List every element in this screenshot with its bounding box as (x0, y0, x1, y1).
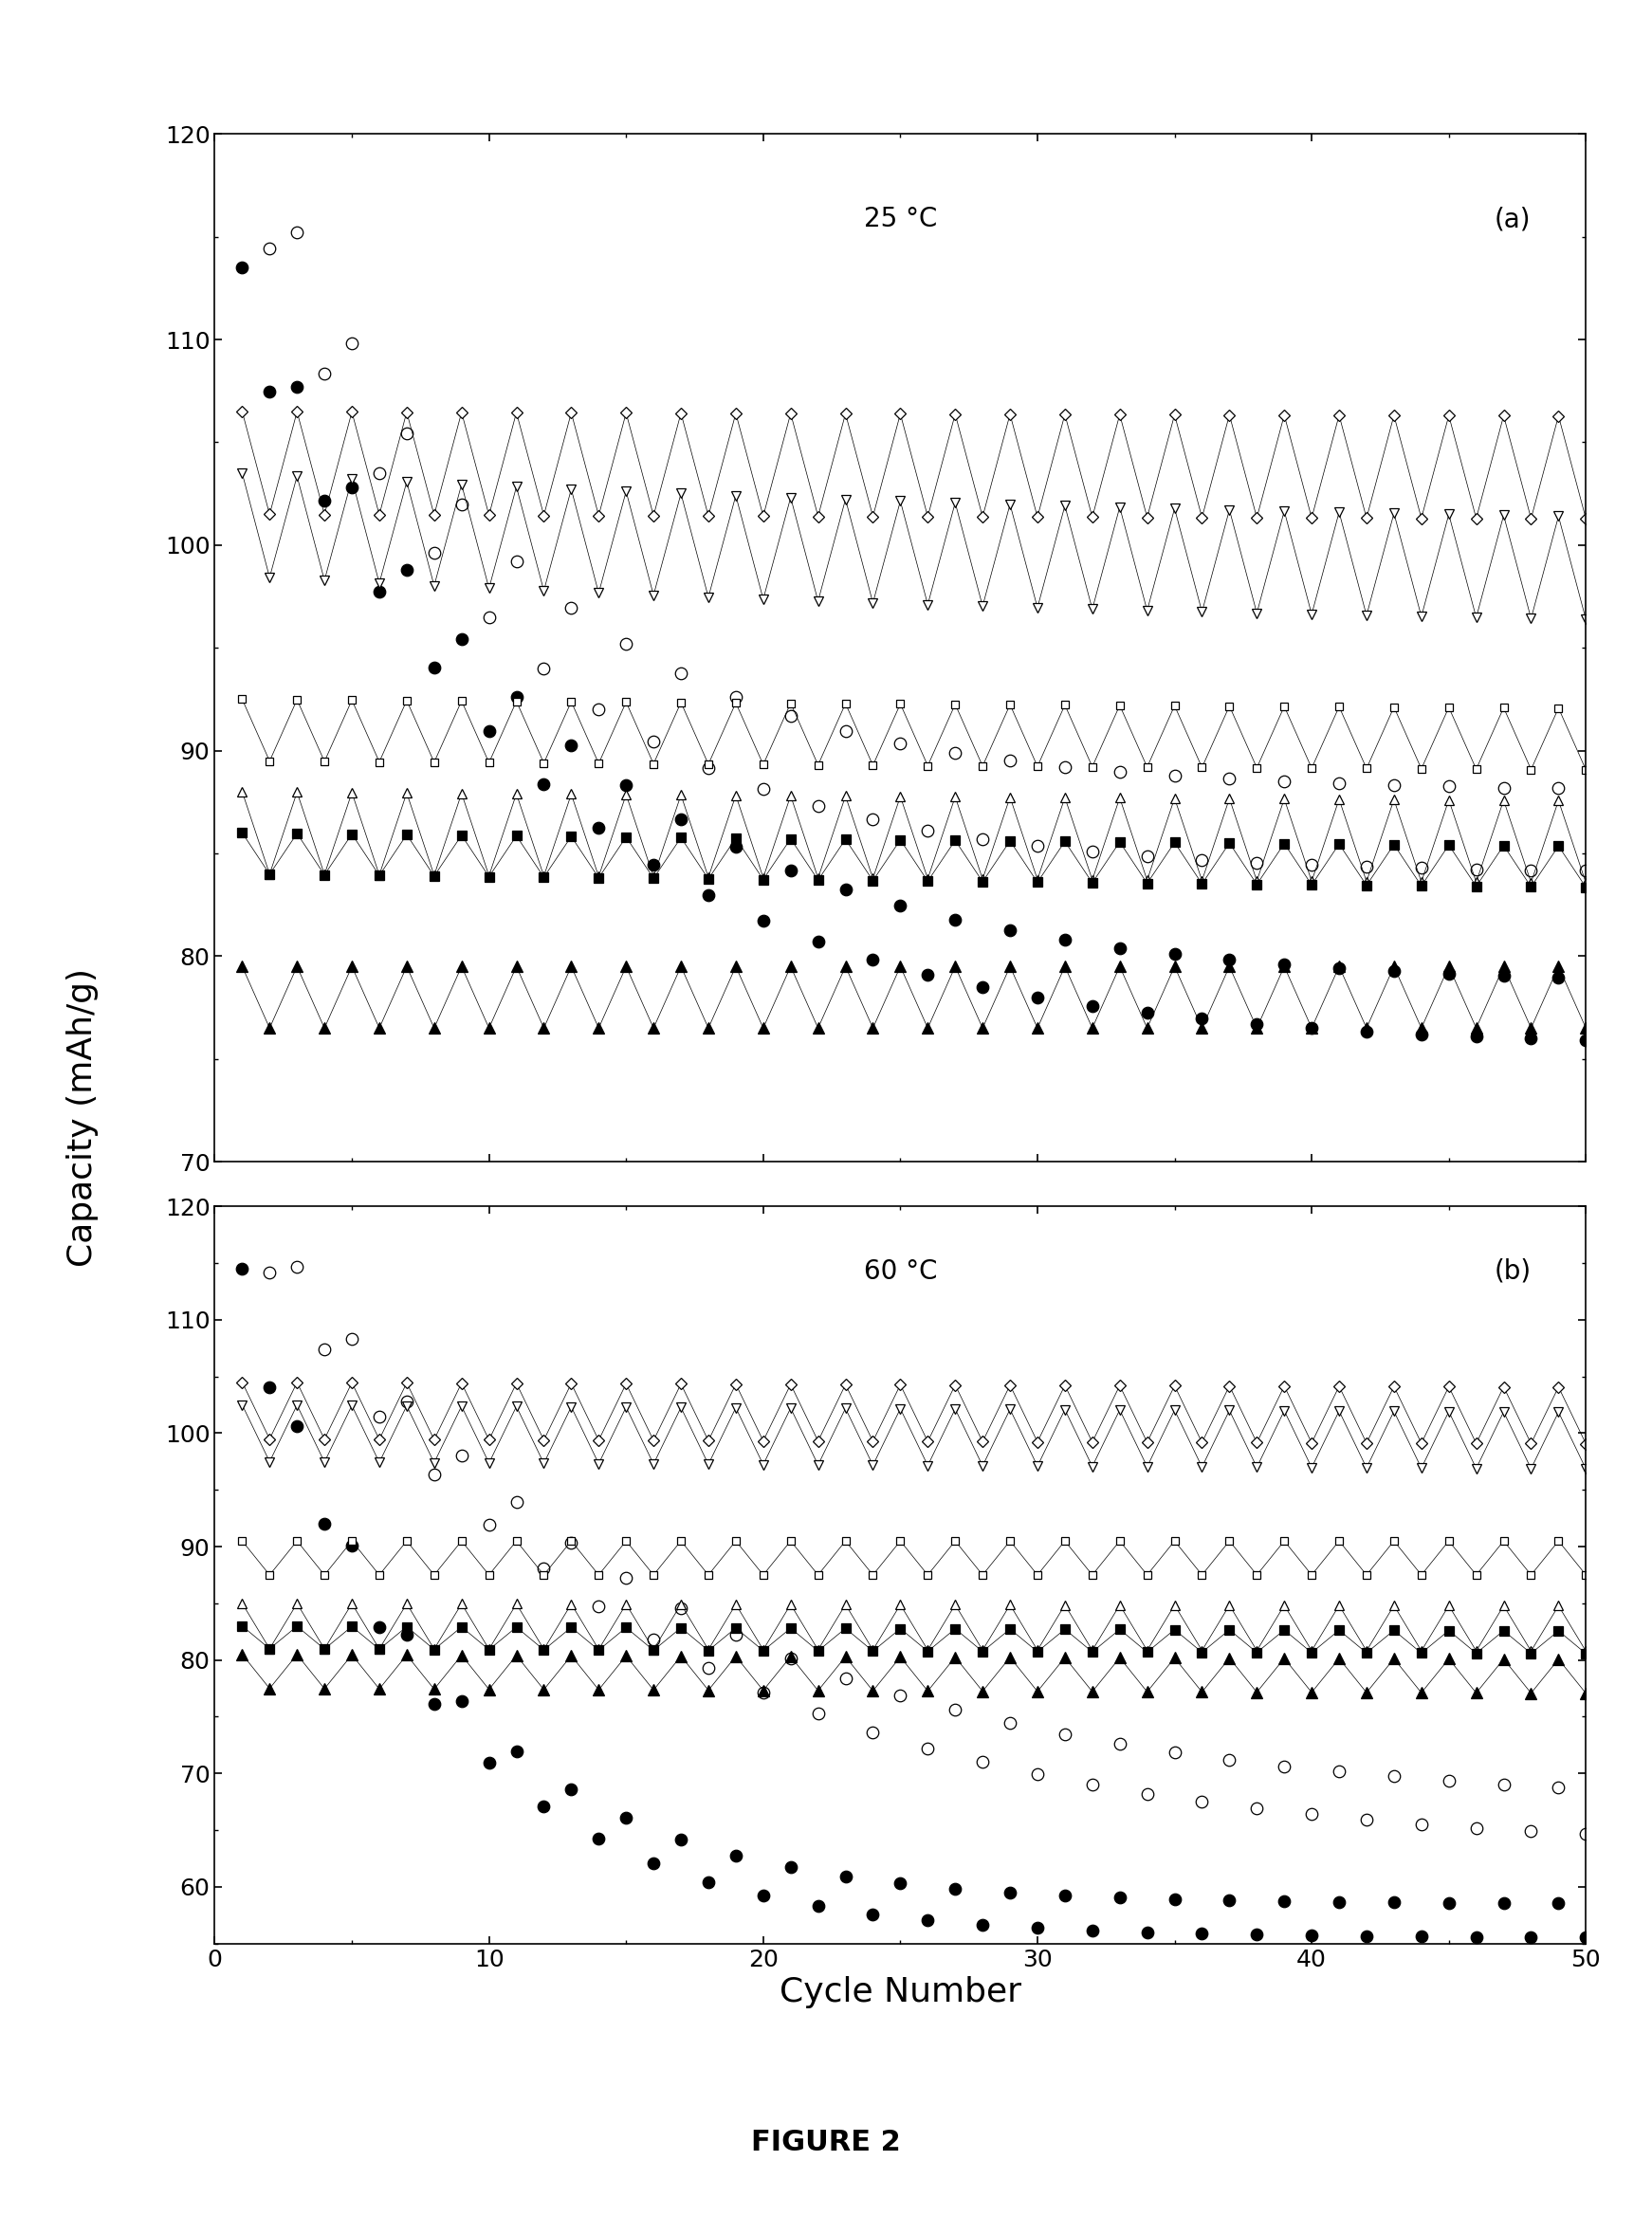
Text: (a): (a) (1495, 206, 1531, 232)
Text: 25 °C: 25 °C (864, 206, 937, 232)
Text: (b): (b) (1493, 1258, 1531, 1285)
Text: Capacity (mAh/g): Capacity (mAh/g) (66, 967, 99, 1267)
Text: 60 °C: 60 °C (864, 1258, 937, 1285)
Text: FIGURE 2: FIGURE 2 (752, 2129, 900, 2156)
X-axis label: Cycle Number: Cycle Number (780, 1977, 1021, 2008)
